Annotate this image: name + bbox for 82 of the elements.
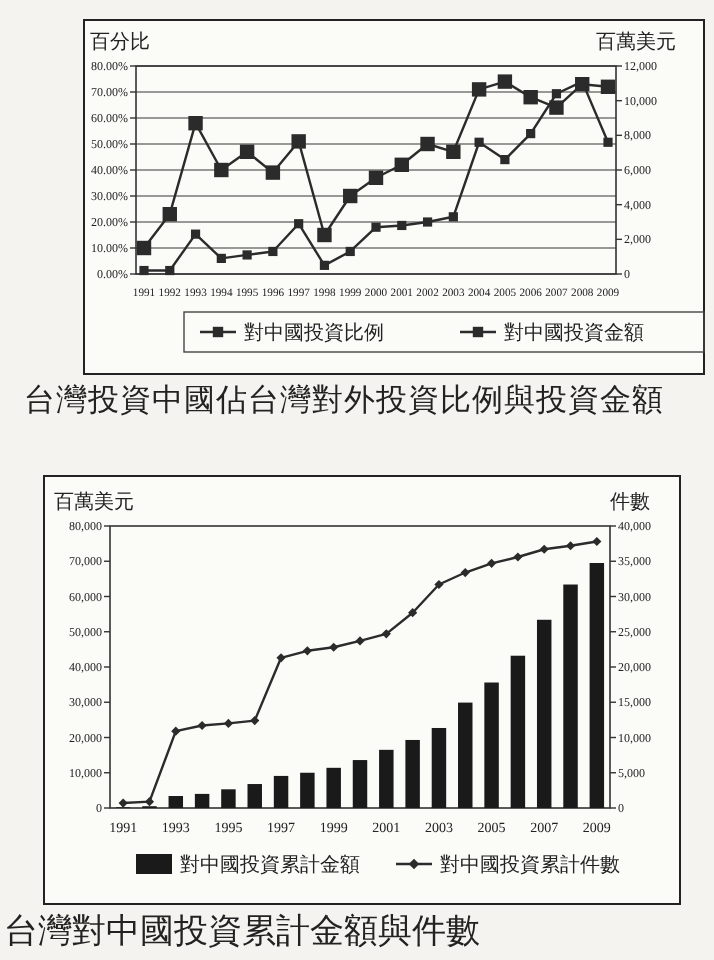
point — [291, 134, 306, 149]
point — [408, 608, 418, 618]
y-axis-title: 百分比 — [90, 30, 150, 54]
point — [500, 155, 510, 165]
point — [381, 629, 391, 639]
point — [523, 90, 538, 105]
bar — [563, 584, 578, 808]
bar — [431, 727, 447, 808]
point — [268, 246, 278, 257]
point — [214, 162, 229, 178]
point — [539, 544, 549, 554]
point — [355, 636, 365, 646]
y-axis-title: 百萬美元 — [54, 490, 134, 514]
bar — [352, 760, 368, 808]
point — [242, 250, 252, 260]
point — [434, 579, 444, 590]
bar — [510, 655, 526, 808]
bar — [405, 739, 420, 808]
bar — [247, 784, 262, 808]
point — [486, 558, 497, 568]
point — [317, 227, 332, 243]
point — [371, 222, 381, 232]
point — [265, 165, 281, 180]
point — [294, 219, 304, 229]
bar — [484, 682, 499, 808]
point — [139, 265, 149, 276]
point — [144, 797, 155, 807]
bar — [379, 749, 394, 808]
y2-axis-title: 百萬美元 — [596, 30, 676, 54]
point — [549, 100, 564, 115]
point — [420, 136, 435, 152]
point — [197, 720, 207, 731]
point — [190, 229, 201, 239]
bar — [458, 702, 473, 808]
point — [394, 157, 409, 172]
point — [165, 265, 175, 276]
bar — [326, 767, 341, 808]
bar — [168, 796, 184, 808]
legend-label: 對中國投資比例 — [244, 321, 384, 345]
point — [526, 129, 536, 139]
bar — [536, 619, 552, 808]
point — [446, 144, 461, 159]
legend-label: 對中國投資累計金額 — [180, 853, 360, 877]
point — [460, 567, 470, 578]
point — [422, 217, 433, 227]
point — [302, 646, 312, 656]
point — [345, 246, 355, 257]
bar — [273, 775, 289, 808]
point — [319, 260, 330, 270]
point — [603, 137, 613, 147]
point — [474, 137, 484, 147]
point — [136, 240, 152, 256]
point — [497, 74, 513, 89]
point — [276, 653, 286, 663]
point — [551, 89, 562, 99]
point — [250, 715, 260, 726]
bar — [589, 563, 605, 808]
point — [188, 116, 203, 131]
legend-label: 對中國投資金額 — [504, 321, 644, 345]
point — [397, 220, 407, 231]
y2-axis-title: 件數 — [610, 490, 650, 514]
text: 台灣投資中國佔台灣對外投資比例與投資金額 — [24, 382, 664, 418]
point — [329, 642, 339, 652]
text: 台灣對中國投資累計金額與件數 — [4, 912, 480, 952]
legend-label: 對中國投資累計件數 — [440, 853, 620, 877]
point — [592, 536, 602, 547]
point — [565, 541, 576, 551]
point — [239, 144, 255, 159]
point — [448, 212, 458, 222]
point — [471, 82, 487, 97]
bar — [300, 772, 315, 808]
point — [343, 188, 358, 204]
point — [513, 552, 523, 562]
point — [368, 170, 384, 185]
point — [118, 798, 128, 808]
point — [162, 207, 177, 222]
point — [171, 726, 181, 736]
bar — [221, 789, 236, 808]
bar — [194, 793, 210, 808]
point — [223, 718, 234, 728]
point — [600, 79, 616, 94]
point — [216, 253, 226, 263]
